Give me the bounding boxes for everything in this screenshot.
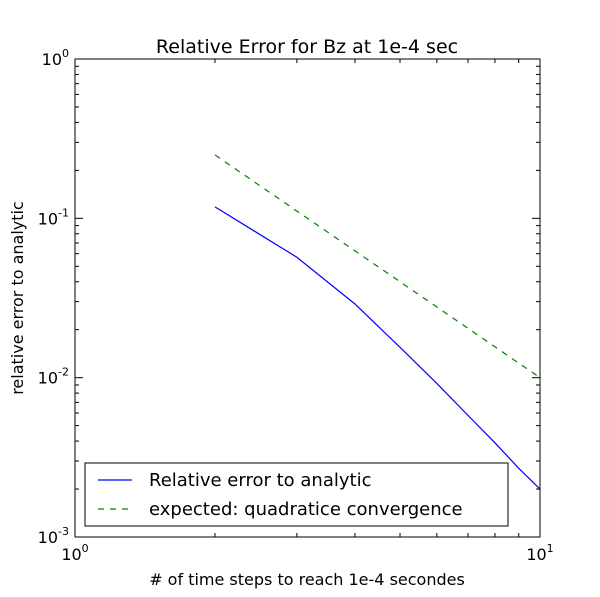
y-tick-label-base: 10: [38, 209, 58, 228]
x-tick-label: 101: [526, 542, 553, 564]
y-tick-label-exponent: 0: [62, 47, 69, 60]
y-tick-label-exponent: -1: [58, 206, 69, 219]
y-tick-label-base: 10: [38, 369, 58, 388]
x-tick-label: 100: [61, 542, 88, 564]
y-tick-label-exponent: -3: [58, 525, 69, 538]
series-line-0: [214, 206, 541, 490]
legend-box: [84, 462, 509, 527]
y-tick-label: 100: [42, 47, 69, 69]
y-tick-label-exponent: -2: [58, 366, 69, 379]
plot-frame: [74, 58, 541, 538]
y-tick-label: 10-1: [38, 206, 69, 228]
legend-label-1: expected: quadratice convergence: [149, 499, 463, 520]
y-tick-label-base: 10: [42, 50, 62, 69]
plot-area: [214, 154, 541, 490]
x-tick-label-base: 10: [61, 545, 81, 564]
legend: Relative error to analytic expected: quad…: [84, 462, 509, 527]
y-axis-label: relative error to analytic: [8, 201, 27, 395]
x-axis-label: # of time steps to reach 1e-4 secondes: [149, 570, 465, 589]
x-tick-label-base: 10: [526, 545, 546, 564]
legend-label-0: Relative error to analytic: [149, 470, 371, 491]
chart-title: Relative Error for Bz at 1e-4 sec: [156, 36, 458, 58]
y-tick-label-base: 10: [38, 528, 58, 547]
x-tick-label-exponent: 1: [547, 542, 554, 555]
y-tick-label: 10-2: [38, 366, 69, 388]
y-tick-label: 10-3: [38, 525, 69, 547]
series-line-1: [214, 154, 541, 379]
x-tick-label-exponent: 0: [82, 542, 89, 555]
